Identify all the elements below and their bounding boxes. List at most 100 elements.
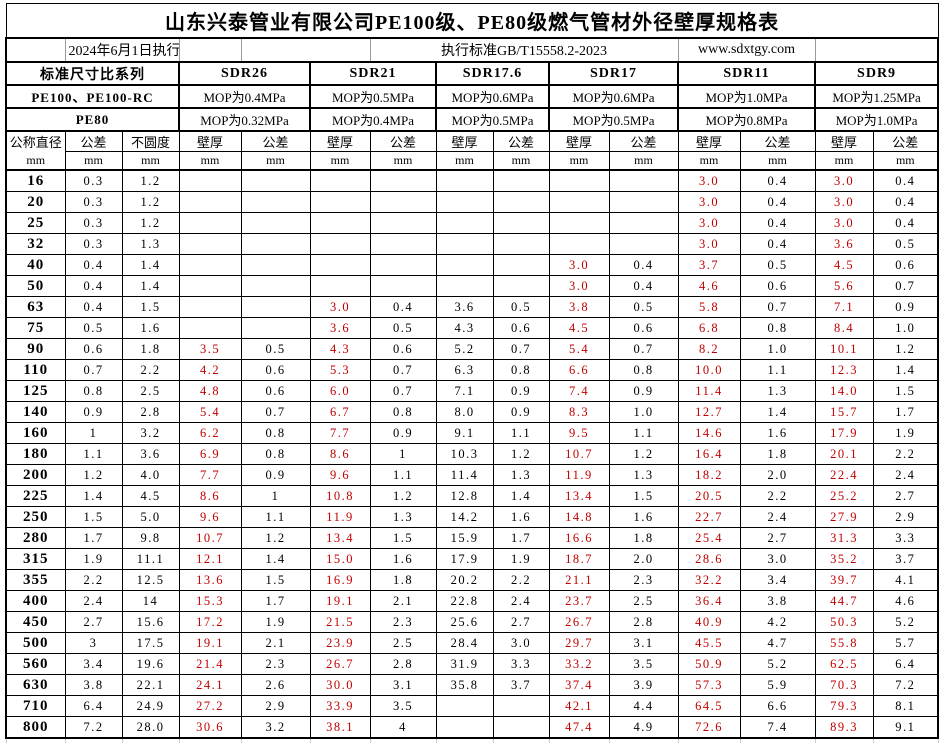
row-header-cell[interactable]: 180: [5, 443, 66, 465]
table-cell[interactable]: 0.4: [608, 254, 679, 276]
mop-pe80-sdr9[interactable]: MOP为1.0MPa: [813, 107, 940, 132]
row-header-cell[interactable]: 32: [5, 233, 66, 255]
table-cell[interactable]: [548, 191, 610, 213]
mop-pe100-sdr26[interactable]: MOP为0.4MPa: [178, 84, 311, 109]
mop-pe100-sdr11[interactable]: MOP为1.0MPa: [677, 84, 816, 109]
table-cell[interactable]: 19.1: [178, 632, 242, 654]
table-cell[interactable]: [608, 212, 679, 234]
row-header-cell[interactable]: 250: [5, 506, 66, 528]
table-cell[interactable]: [608, 169, 679, 192]
table-cell[interactable]: 3.3: [872, 527, 940, 549]
table-cell[interactable]: [435, 716, 494, 739]
mop-pe80-sdr17[interactable]: MOP为0.5MPa: [548, 107, 679, 132]
table-cell[interactable]: 3: [64, 632, 123, 654]
table-cell[interactable]: 2.4: [872, 464, 940, 486]
table-cell[interactable]: [309, 169, 371, 192]
table-cell[interactable]: 3.2: [121, 422, 180, 444]
row-header-cell[interactable]: 63: [5, 296, 66, 318]
empty-cell[interactable]: [178, 37, 242, 63]
column-header-ovality[interactable]: 不圆度: [121, 130, 180, 152]
table-cell[interactable]: 0.8: [64, 380, 123, 402]
table-cell[interactable]: 22.4: [814, 464, 874, 486]
table-cell[interactable]: 0.9: [64, 401, 123, 423]
unit-cell[interactable]: mm: [121, 151, 180, 171]
table-cell[interactable]: 3.5: [608, 653, 679, 675]
table-cell[interactable]: [369, 169, 437, 192]
table-cell[interactable]: 2.4: [739, 506, 816, 528]
table-cell[interactable]: 3.6: [309, 317, 371, 339]
table-cell[interactable]: 17.2: [178, 611, 242, 633]
row-header-cell[interactable]: 90: [5, 338, 66, 360]
table-cell[interactable]: [178, 212, 242, 234]
table-cell[interactable]: 26.7: [309, 653, 371, 675]
table-cell[interactable]: [435, 233, 494, 255]
table-cell[interactable]: 28.0: [121, 716, 180, 739]
table-cell[interactable]: 1.4: [121, 254, 180, 276]
table-cell[interactable]: [240, 275, 311, 297]
table-cell[interactable]: 16.6: [548, 527, 610, 549]
table-cell[interactable]: 0.8: [739, 317, 816, 339]
table-cell[interactable]: [435, 191, 494, 213]
table-cell[interactable]: 21.1: [548, 569, 610, 591]
table-cell[interactable]: 25.2: [814, 485, 874, 507]
table-cell[interactable]: 17.5: [121, 632, 180, 654]
table-cell[interactable]: 1.6: [369, 548, 437, 570]
table-cell[interactable]: 0.7: [240, 401, 311, 423]
table-cell[interactable]: 7.2: [872, 674, 940, 696]
table-cell[interactable]: 44.7: [814, 590, 874, 612]
table-cell[interactable]: 79.3: [814, 695, 874, 717]
table-cell[interactable]: 2.3: [608, 569, 679, 591]
table-cell[interactable]: 1.2: [240, 527, 311, 549]
empty-cell[interactable]: [5, 37, 66, 63]
table-cell[interactable]: 2.2: [64, 569, 123, 591]
table-cell[interactable]: 5.2: [872, 611, 940, 633]
table-cell[interactable]: 4.7: [739, 632, 816, 654]
table-cell[interactable]: 26.7: [548, 611, 610, 633]
table-cell[interactable]: 0.6: [872, 254, 940, 276]
table-cell[interactable]: 1.4: [240, 548, 311, 570]
table-cell[interactable]: 31.3: [814, 527, 874, 549]
row-header-cell[interactable]: 500: [5, 632, 66, 654]
table-cell[interactable]: [240, 212, 311, 234]
table-cell[interactable]: [240, 233, 311, 255]
table-cell[interactable]: 10.7: [548, 443, 610, 465]
table-cell[interactable]: 2.9: [240, 695, 311, 717]
table-cell[interactable]: 9.1: [872, 716, 940, 739]
unit-cell[interactable]: mm: [240, 151, 311, 171]
table-cell[interactable]: 1.4: [64, 485, 123, 507]
sdr17-6-header[interactable]: SDR17.6: [435, 61, 550, 86]
table-cell[interactable]: [548, 169, 610, 192]
table-cell[interactable]: 3.6: [121, 443, 180, 465]
table-cell[interactable]: 5.0: [121, 506, 180, 528]
table-cell[interactable]: 4: [369, 716, 437, 739]
table-cell[interactable]: 3.1: [608, 632, 679, 654]
table-cell[interactable]: 3.0: [677, 191, 741, 213]
table-cell[interactable]: 2.2: [492, 569, 550, 591]
table-cell[interactable]: [492, 254, 550, 276]
row-header-cell[interactable]: 225: [5, 485, 66, 507]
table-cell[interactable]: 1.2: [121, 191, 180, 213]
unit-cell[interactable]: mm: [739, 151, 816, 171]
mop-pe80-sdr11[interactable]: MOP为0.8MPa: [677, 107, 816, 132]
table-cell[interactable]: 0.9: [240, 464, 311, 486]
table-cell[interactable]: 32.2: [677, 569, 741, 591]
table-cell[interactable]: 0.4: [739, 212, 816, 234]
table-cell[interactable]: 5.7: [872, 632, 940, 654]
unit-cell[interactable]: mm: [492, 151, 550, 171]
table-cell[interactable]: 0.9: [872, 296, 940, 318]
unit-cell[interactable]: mm: [814, 151, 874, 171]
table-cell[interactable]: 5.8: [677, 296, 741, 318]
table-cell[interactable]: 0.4: [872, 191, 940, 213]
table-cell[interactable]: 0.9: [492, 380, 550, 402]
table-cell[interactable]: 31.9: [435, 653, 494, 675]
table-cell[interactable]: 1.3: [492, 464, 550, 486]
table-cell[interactable]: [178, 296, 242, 318]
table-cell[interactable]: 1.7: [240, 590, 311, 612]
table-cell[interactable]: 12.5: [121, 569, 180, 591]
table-cell[interactable]: 0.6: [240, 380, 311, 402]
table-cell[interactable]: [435, 275, 494, 297]
table-cell[interactable]: 0.8: [369, 401, 437, 423]
table-cell[interactable]: 0.5: [739, 254, 816, 276]
table-cell[interactable]: 47.4: [548, 716, 610, 739]
table-cell[interactable]: [309, 254, 371, 276]
